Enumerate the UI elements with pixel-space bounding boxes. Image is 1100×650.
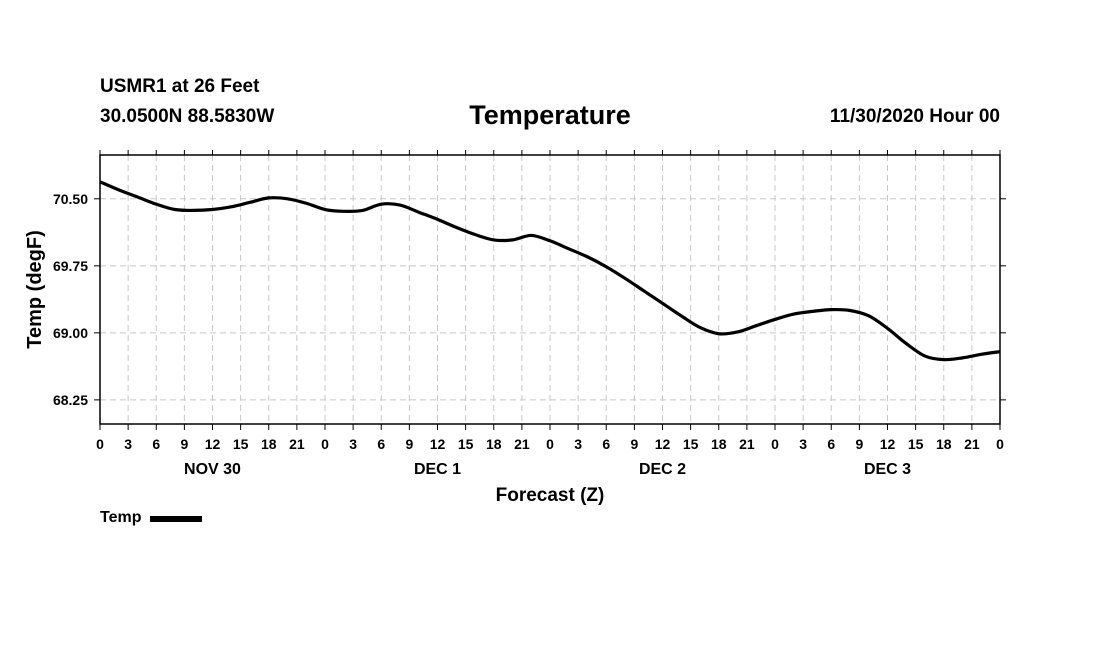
x-tick-label: 3 bbox=[574, 436, 582, 452]
x-tick-label: 18 bbox=[711, 436, 727, 452]
station-label: USMR1 at 26 Feet bbox=[100, 76, 260, 97]
day-label: DEC 3 bbox=[864, 461, 911, 478]
x-tick-label: 12 bbox=[205, 436, 221, 452]
y-axis-ticks: 68.25 69.00 69.75 70.50 bbox=[53, 191, 1006, 408]
x-axis-ticks: 0 3 6 9 12 15 18 21 0 3 6 9 12 15 18 21 0 3 6 9 12 15 18 21 0 3 6 9… bbox=[96, 150, 1004, 478]
x-tick-label: 18 bbox=[486, 436, 502, 452]
x-tick-label: 21 bbox=[739, 436, 755, 452]
x-tick-label: 15 bbox=[458, 436, 474, 452]
x-tick-label: 12 bbox=[430, 436, 446, 452]
grid-lines bbox=[100, 155, 1000, 424]
coordinates-label: 30.0500N 88.5830W bbox=[100, 106, 275, 127]
x-tick-label: 0 bbox=[546, 436, 554, 452]
x-tick-label: 15 bbox=[683, 436, 699, 452]
x-tick-label: 18 bbox=[261, 436, 277, 452]
x-tick-label: 12 bbox=[655, 436, 671, 452]
x-tick-label: 6 bbox=[827, 436, 835, 452]
y-axis-label: Temp (degF) bbox=[24, 230, 46, 349]
forecast-datetime: 11/30/2020 Hour 00 bbox=[829, 106, 1000, 127]
x-tick-label: 21 bbox=[964, 436, 980, 452]
legend-label: Temp bbox=[100, 509, 142, 526]
x-tick-label: 15 bbox=[908, 436, 924, 452]
x-tick-label: 3 bbox=[124, 436, 132, 452]
x-tick-label: 21 bbox=[289, 436, 305, 452]
y-tick-label: 70.50 bbox=[53, 191, 88, 207]
x-axis-label: Forecast (Z) bbox=[496, 485, 605, 506]
x-tick-label: 9 bbox=[180, 436, 188, 452]
x-tick-label: 3 bbox=[799, 436, 807, 452]
x-tick-label: 0 bbox=[996, 436, 1004, 452]
x-tick-label: 0 bbox=[96, 436, 104, 452]
x-tick-label: 15 bbox=[233, 436, 249, 452]
x-tick-label: 9 bbox=[630, 436, 638, 452]
x-tick-label: 12 bbox=[880, 436, 896, 452]
series-line-temp bbox=[99, 180, 1001, 362]
x-tick-label: 9 bbox=[855, 436, 863, 452]
y-tick-label: 69.75 bbox=[53, 258, 88, 274]
chart-title: Temperature bbox=[469, 100, 631, 130]
legend-line-swatch bbox=[150, 516, 203, 522]
x-tick-label: 9 bbox=[405, 436, 413, 452]
day-label: DEC 1 bbox=[414, 461, 461, 478]
x-tick-label: 6 bbox=[152, 436, 160, 452]
legend: Temp bbox=[100, 509, 203, 527]
day-label: DEC 2 bbox=[639, 461, 686, 478]
x-tick-label: 21 bbox=[514, 436, 530, 452]
x-tick-label: 0 bbox=[771, 436, 779, 452]
y-tick-label: 69.00 bbox=[53, 325, 88, 341]
x-tick-label: 0 bbox=[321, 436, 329, 452]
x-tick-label: 6 bbox=[602, 436, 610, 452]
x-tick-label: 6 bbox=[377, 436, 385, 452]
series-group bbox=[99, 180, 1001, 362]
plot-frame bbox=[99, 154, 1001, 425]
y-tick-label: 68.25 bbox=[53, 392, 88, 408]
day-label: NOV 30 bbox=[184, 461, 241, 478]
x-tick-label: 3 bbox=[349, 436, 357, 452]
x-tick-label: 18 bbox=[936, 436, 952, 452]
